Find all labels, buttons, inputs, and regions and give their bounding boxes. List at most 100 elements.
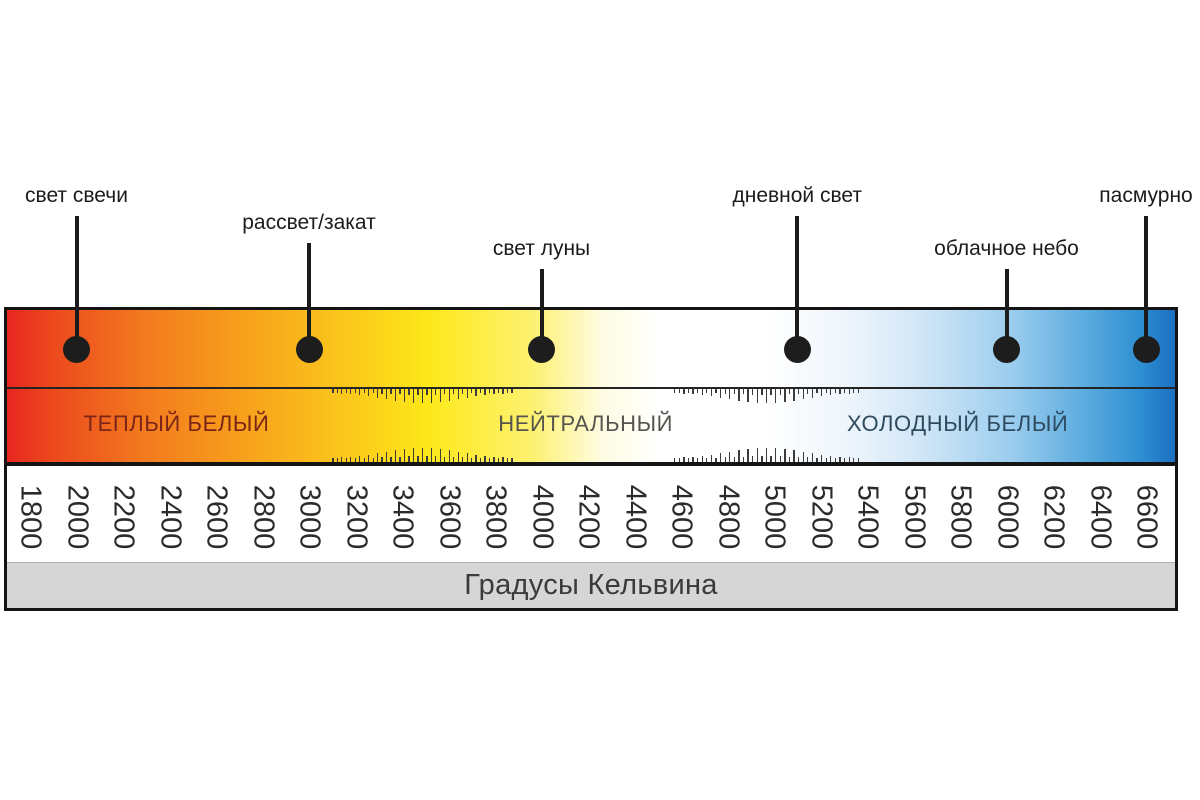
hatch-tick <box>345 389 347 393</box>
kelvin-tick-label: 4200 <box>572 484 605 550</box>
hatch-tick <box>784 389 786 402</box>
hatch-tick <box>435 456 437 462</box>
hatch-tick <box>779 456 781 462</box>
hatch-tick <box>752 456 754 462</box>
hatch-tick <box>724 389 726 394</box>
hatch-tick <box>848 457 850 462</box>
kelvin-tick-label: 6400 <box>1084 484 1116 550</box>
marker-label: облачное небо <box>934 237 1079 260</box>
hatch-tick <box>816 389 818 394</box>
hatch-tick <box>687 389 690 393</box>
hatch-tick <box>341 389 343 394</box>
hatch-tick <box>359 389 361 396</box>
hatch-tick <box>738 450 740 462</box>
marker-label: рассвет/закат <box>242 211 376 234</box>
hatch-tick <box>724 457 726 462</box>
hatch-tick <box>381 457 383 462</box>
kelvin-tick-label: 2400 <box>154 484 186 550</box>
kelvin-tick-label: 5600 <box>898 484 930 550</box>
hatch-tick <box>493 456 495 462</box>
hatch-tick <box>719 389 722 398</box>
hatch-tick <box>853 389 855 393</box>
zone-label-cold-white: ХОЛОДНЫЙ БЕЛЫЙ <box>847 411 1069 436</box>
hatch-tick <box>793 450 795 462</box>
hatch-tick <box>448 450 450 462</box>
hatch-tick <box>350 389 352 395</box>
axis-unit-bar: Градусы Кельвина <box>7 562 1175 608</box>
kelvin-tick-label: 2600 <box>200 484 233 550</box>
hatch-tick <box>426 456 428 462</box>
hatch-tick <box>350 456 352 462</box>
hatch-tick <box>830 455 832 462</box>
hatch-tick <box>738 389 740 401</box>
kelvin-tick-label: 3000 <box>293 484 326 550</box>
hatch-tick <box>843 389 846 393</box>
hatch-tick <box>439 449 441 462</box>
hatch-tick <box>403 389 406 402</box>
hatch-tick <box>706 389 708 394</box>
kelvin-tick-label: 4800 <box>712 484 744 550</box>
hatch-tick <box>462 389 464 394</box>
hatch-tick <box>788 389 791 395</box>
hatch-tick <box>484 455 486 462</box>
kelvin-tick-label: 3600 <box>433 484 465 550</box>
hatch-tick <box>470 389 473 394</box>
hatch-tick <box>742 389 745 395</box>
hatch-tick <box>701 389 703 396</box>
hatch-tick <box>839 456 841 462</box>
hatch-tick <box>825 457 827 462</box>
hatch-tick <box>332 457 334 462</box>
hatch-tick <box>853 458 855 462</box>
hatch-tick <box>765 448 768 462</box>
hatch-tick <box>674 389 676 394</box>
kelvin-tick-label: 2000 <box>61 484 93 550</box>
hatch-tick <box>752 389 754 395</box>
hatch-tick <box>747 389 749 402</box>
hatch-tick <box>368 389 370 397</box>
marker-label: дневной свет <box>732 184 863 207</box>
hatch-tick <box>696 389 699 393</box>
marker-label: свет луны <box>492 237 591 260</box>
hatch-tick <box>336 458 339 462</box>
hatch-tick <box>830 389 832 396</box>
hatch-tick <box>733 389 736 395</box>
hatch-tick <box>394 450 397 462</box>
hatch-tick <box>497 389 500 393</box>
hatch-tick <box>807 389 809 394</box>
hatch-tick <box>444 389 446 395</box>
hatch-tick <box>484 389 486 396</box>
kelvin-tick-label: 6200 <box>1037 484 1070 550</box>
hatch-tick <box>683 389 685 394</box>
hatch-tick <box>412 448 415 462</box>
marker-label: пасмурно <box>1099 184 1193 207</box>
hatch-tick <box>439 389 441 402</box>
hatch-tick <box>354 389 356 393</box>
hatch-tick <box>435 389 437 395</box>
hatch-tick <box>729 451 731 462</box>
hatch-tick <box>696 458 699 462</box>
hatch-tick <box>417 456 419 462</box>
kelvin-tick-label: 5000 <box>758 484 791 550</box>
hatch-tick <box>385 389 388 400</box>
hatch-tick <box>493 389 495 395</box>
hatch-tick <box>403 449 406 462</box>
hatch-tick <box>687 458 690 462</box>
hatch-tick <box>834 458 837 462</box>
hatch-tick <box>692 456 694 462</box>
scale-box: ТЕПЛЫЙ БЕЛЫЙ НЕЙТРАЛЬНЫЙ ХОЛОДНЫЙ БЕЛЫЙ … <box>4 307 1178 611</box>
hatch-tick <box>683 457 685 462</box>
hatch-tick <box>761 456 763 462</box>
axis-unit-label: Градусы Кельвина <box>464 569 718 601</box>
marker-label: свет свечи <box>25 184 128 207</box>
hatch-tick <box>417 389 419 395</box>
kelvin-tick-label: 1800 <box>14 484 47 550</box>
hatch-tick <box>426 389 428 395</box>
band-separator-line <box>7 387 1175 389</box>
hatch-tick <box>678 389 680 393</box>
hatch-tick <box>765 389 768 403</box>
hatch-tick <box>834 389 837 393</box>
hatch-tick <box>479 457 482 462</box>
hatch-tick <box>457 451 459 462</box>
hatch-tick <box>497 458 500 462</box>
